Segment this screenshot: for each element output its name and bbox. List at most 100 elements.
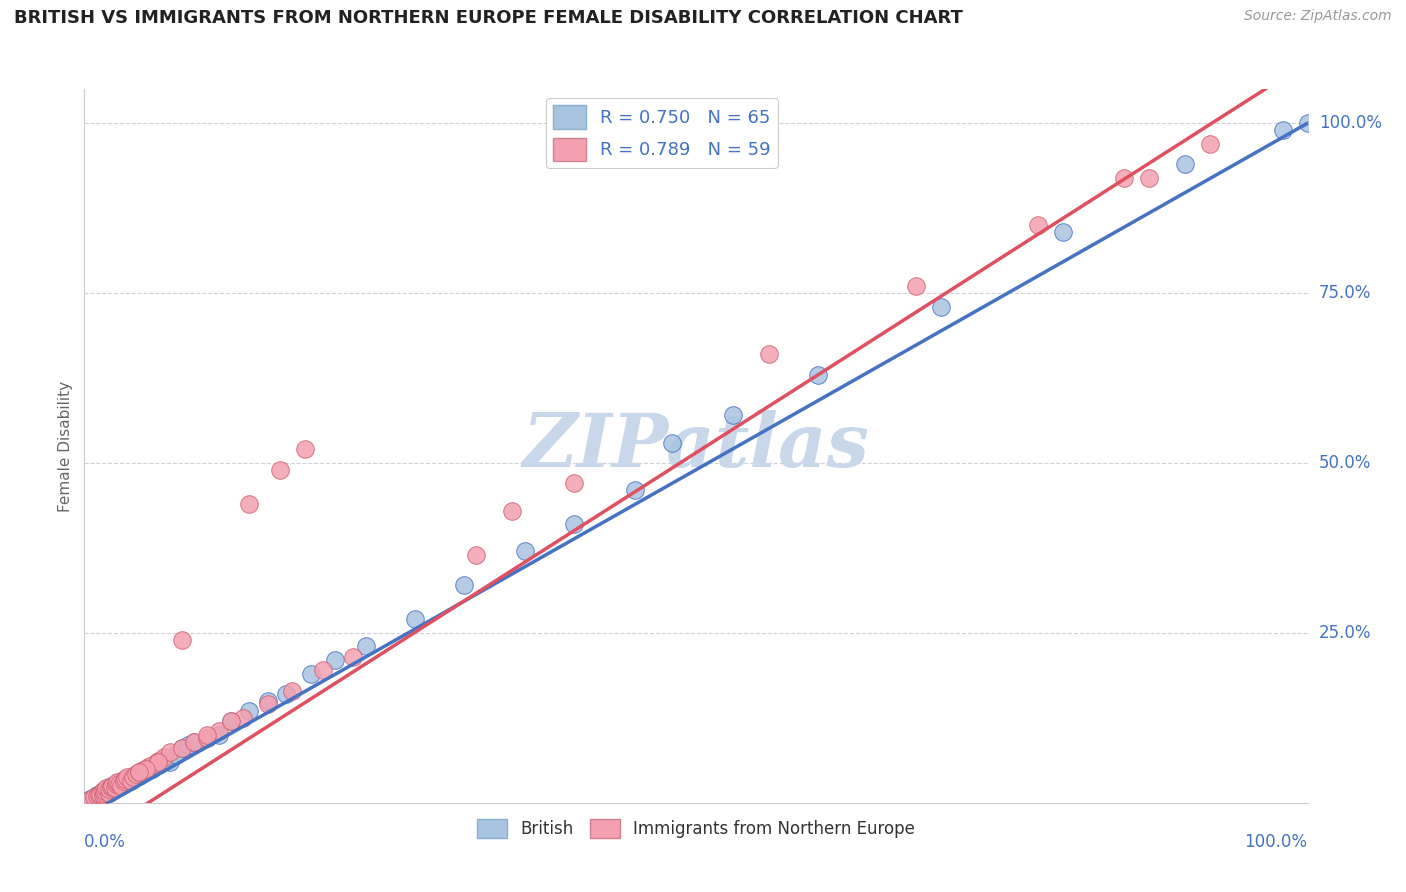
Point [929,300,952,314]
Point [100,780,122,794]
Point [1272,123,1295,137]
Point [91,783,114,797]
Point [89,787,111,801]
Point [135,762,157,776]
Text: Source: ZipAtlas.com: Source: ZipAtlas.com [1244,9,1392,23]
Point [219,714,242,729]
Point [257,694,280,708]
Point [105,779,128,793]
Point [120,774,142,789]
Point [219,714,242,729]
Point [208,724,231,739]
Point [122,769,145,783]
Point [136,760,159,774]
Point [153,749,176,764]
Point [91,786,114,800]
Point [79,793,101,807]
Point [114,772,136,786]
Point [208,728,231,742]
Point [96,783,118,797]
Point [464,548,486,562]
Point [94,784,117,798]
Point [128,765,150,780]
Point [177,738,200,752]
Point [87,789,110,803]
Point [110,779,132,793]
Point [107,777,129,791]
Point [238,704,260,718]
Point [195,731,218,746]
Point [107,779,129,793]
Point [153,751,176,765]
Point [91,783,114,797]
Point [1296,116,1319,130]
Point [1114,170,1136,185]
Point [276,687,298,701]
Point [122,770,145,784]
Point [79,792,101,806]
Point [807,368,830,382]
Point [128,769,150,783]
Point [93,786,115,800]
Point [97,786,120,800]
Point [513,544,536,558]
Point [110,779,132,793]
Point [354,640,377,654]
Point [1174,157,1197,171]
Point [165,748,187,763]
Point [141,762,163,776]
Point [172,741,194,756]
Point [299,666,322,681]
Point [1198,136,1220,151]
Point [105,777,128,791]
Point [105,775,128,789]
Point [96,780,118,795]
Point [115,770,138,784]
Point [83,791,105,805]
Point [87,788,110,802]
Text: 50.0%: 50.0% [1319,454,1371,472]
Point [86,788,108,802]
Point [94,786,117,800]
Point [172,632,194,647]
Point [91,788,114,802]
Point [1137,170,1160,185]
Text: BRITISH VS IMMIGRANTS FROM NORTHERN EUROPE FEMALE DISABILITY CORRELATION CHART: BRITISH VS IMMIGRANTS FROM NORTHERN EURO… [14,9,963,27]
Point [97,780,120,795]
Point [195,728,218,742]
Point [1028,218,1050,232]
Point [453,578,475,592]
Point [342,649,364,664]
Point [83,790,105,805]
Text: ZIPatlas: ZIPatlas [523,409,869,483]
Point [115,775,138,789]
Point [97,786,120,800]
Point [86,789,108,803]
Point [128,765,150,780]
Point [183,734,205,748]
Point [404,612,426,626]
Point [562,476,585,491]
Point [159,745,181,759]
Y-axis label: Female Disability: Female Disability [58,380,73,512]
Point [110,775,132,789]
Point [146,758,169,772]
Point [101,779,124,793]
Point [195,731,218,746]
Text: 75.0%: 75.0% [1319,284,1371,302]
Point [146,754,169,768]
Point [125,767,148,781]
Point [89,787,111,801]
Point [125,770,148,784]
Text: 100.0%: 100.0% [1319,114,1382,132]
Point [281,683,304,698]
Point [323,653,346,667]
Point [135,762,157,776]
Point [758,347,780,361]
Point [105,777,128,791]
Point [624,483,647,498]
Point [120,772,142,786]
Point [172,741,194,756]
Point [98,782,121,797]
Point [100,783,122,797]
